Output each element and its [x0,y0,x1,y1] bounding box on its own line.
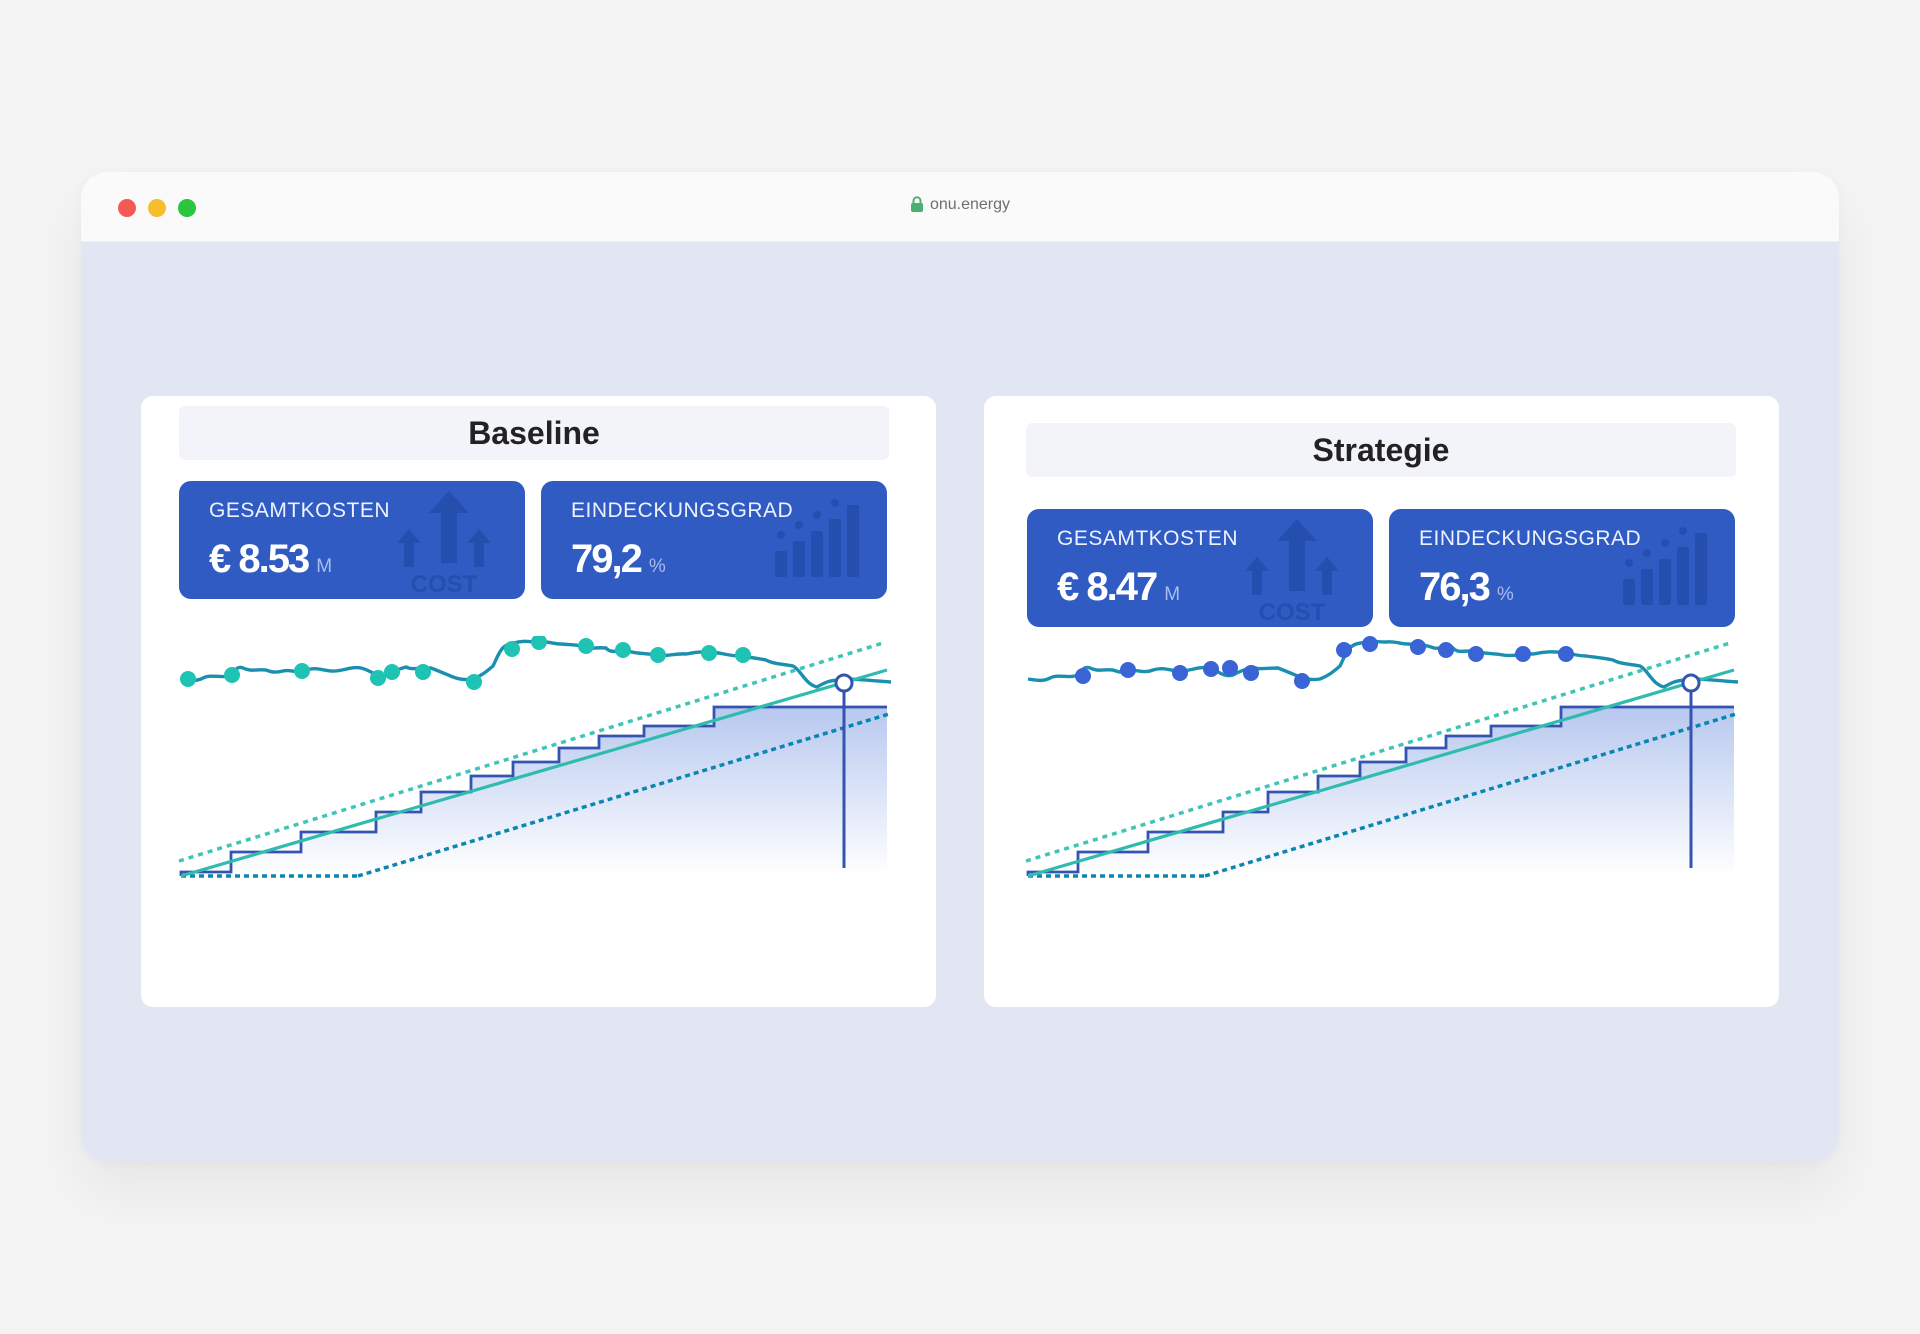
hedge-area-fill [181,707,887,876]
svg-text:COST: COST [411,571,478,596]
bar-growth-icon [771,491,861,586]
kpi-label: EINDECKUNGSGRAD [571,499,794,522]
kpi-card-coverage: EINDECKUNGSGRAD 79,2% [541,481,887,599]
kpi-label: GESAMTKOSTEN [209,499,391,522]
current-price-marker [834,673,854,693]
lock-icon [910,196,924,217]
svg-text:COST: COST [1259,599,1326,624]
upper-band-line [178,641,884,863]
target-line [180,668,888,878]
kpi-number: 76,3 [1419,565,1491,609]
kpi-value: € 8.47 M [1057,565,1180,610]
kpi-number: € 8.47 [1057,565,1158,609]
minimize-window-button[interactable] [148,199,166,217]
kpi-unit: M [316,556,333,577]
browser-window: onu.energy Baseline GESAMTKOSTEN € 8.53 M… [81,172,1839,1161]
target-line [1027,668,1735,878]
current-price-marker [1681,673,1701,693]
hedge-step-line [179,705,887,876]
trade-markers [180,636,751,690]
browser-titlebar: onu.energy [81,172,1839,242]
hedge-step-line [1026,705,1734,876]
kpi-unit: % [1496,584,1514,605]
kpi-unit: M [1164,584,1181,605]
upper-band-line [1025,641,1731,863]
hedge-area-fill [1028,707,1734,876]
baseline-panel: Baseline GESAMTKOSTEN € 8.53 M COST EINDE… [141,396,936,1007]
baseline-strategy-chart [1025,636,1739,878]
kpi-number: 79,2 [571,537,643,581]
kpi-label: GESAMTKOSTEN [1057,527,1239,550]
address-url: onu.energy [929,196,1011,213]
panel-title: Strategie [1026,423,1736,477]
strategie-panel: Strategie GESAMTKOSTEN € 8.47 M COST EIND… [984,396,1779,1007]
cost-arrows-icon: COST [1237,519,1347,627]
kpi-card-coverage: EINDECKUNGSGRAD 76,3% [1389,509,1735,627]
close-window-button[interactable] [118,199,136,217]
price-line [1027,639,1739,689]
lower-band-line [1204,712,1737,878]
kpi-value: 76,3% [1419,565,1514,610]
bar-growth-icon [1619,519,1709,614]
cost-arrows-icon: COST [389,491,499,599]
kpi-value: € 8.53 M [209,537,332,582]
kpi-label: EINDECKUNGSGRAD [1419,527,1642,550]
kpi-card-total-cost: GESAMTKOSTEN € 8.53 M COST [179,481,525,599]
panel-title: Baseline [179,406,889,460]
baseline-strategy-chart [178,636,892,878]
kpi-number: € 8.53 [209,537,310,581]
lower-band-line [357,712,890,878]
maximize-window-button[interactable] [178,199,196,217]
kpi-card-total-cost: GESAMTKOSTEN € 8.47 M COST [1027,509,1373,627]
kpi-value: 79,2% [571,537,666,582]
trade-markers [1075,636,1574,689]
kpi-unit: % [648,556,666,577]
address-bar[interactable]: onu.energy [81,196,1839,217]
